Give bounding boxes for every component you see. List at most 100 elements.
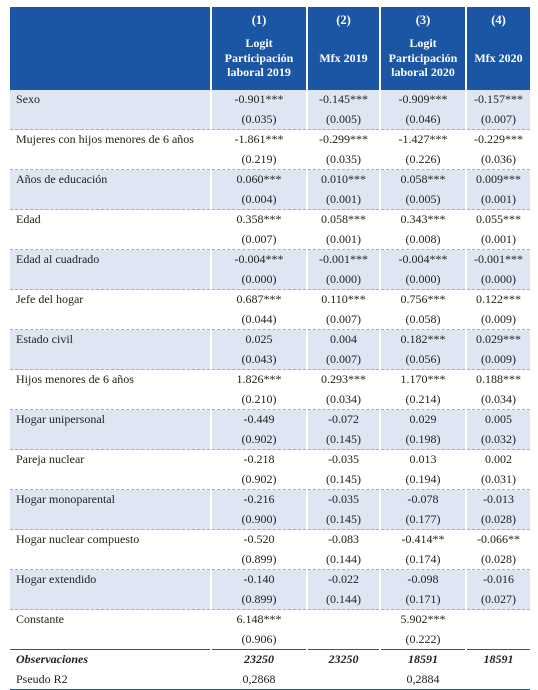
table-row-se: (0.004) (0.001) (0.005) (0.001)	[10, 189, 530, 210]
table-row-se: (0.219) (0.035) (0.226) (0.036)	[10, 149, 530, 170]
header-col-2-line-1: Mfx 2019	[319, 51, 368, 65]
variable-label: Pareja nuclear	[10, 449, 211, 470]
std-error-cell: (0.043)	[210, 349, 307, 370]
variable-label: Edad	[10, 209, 211, 230]
coefficient-cell: 0.004	[306, 329, 380, 350]
variable-label-blank	[10, 310, 211, 330]
header-col-2-label: Mfx 2019	[308, 51, 379, 66]
std-error-cell: (0.005)	[379, 189, 466, 210]
pseudo-r2-label: Pseudo R2	[16, 671, 68, 686]
std-error-cell: (0.035)	[210, 109, 307, 130]
variable-label: Mujeres con hijos menores de 6 años	[10, 129, 211, 150]
std-error-cell: (0.899)	[210, 589, 307, 610]
coefficient-cell: 0.055***	[465, 209, 530, 230]
coefficient-cell: 0.029	[379, 409, 466, 430]
std-error-cell: (0.035)	[306, 149, 380, 170]
coefficient-cell: 0.122***	[465, 289, 530, 310]
variable-label-blank	[10, 230, 211, 250]
coefficient-cell: 0.010***	[306, 169, 380, 190]
coefficient-cell: 0.025	[210, 329, 307, 350]
table-row-coef: Hogar unipersonal -0.449 -0.072 0.029 0.005	[10, 409, 530, 430]
std-error-cell	[465, 629, 530, 650]
coefficient-cell: -0.035	[306, 489, 380, 510]
coefficient-cell	[465, 609, 530, 630]
table-row-se: (0.899) (0.144) (0.171) (0.027)	[10, 589, 530, 610]
table-row-coef: Pareja nuclear -0.218 -0.035 0.013 0.002	[10, 449, 530, 470]
std-error-cell: (0.009)	[465, 349, 530, 370]
std-error-cell: (0.145)	[306, 469, 380, 490]
table-row-se: (0.035) (0.005) (0.046) (0.007)	[10, 109, 530, 130]
variable-label-blank	[10, 269, 211, 290]
variable-label-blank	[10, 150, 211, 170]
variable-label: Constante	[10, 609, 211, 630]
std-error-cell: (0.001)	[465, 229, 530, 250]
coefficient-cell: 0.058***	[379, 169, 466, 190]
coefficient-cell: 0.343***	[379, 209, 466, 230]
coefficient-cell: -0.909***	[379, 90, 466, 110]
std-error-cell: (0.900)	[210, 509, 307, 530]
variable-label: Hogar unipersonal	[10, 409, 211, 430]
header-col-2-number: (2)	[336, 13, 351, 27]
table-row-se: (0.044) (0.007) (0.058) (0.009)	[10, 309, 530, 330]
coefficient-cell: -0.140	[210, 569, 307, 590]
std-error-cell: (0.000)	[306, 269, 380, 290]
regression-results-table: (1) Logit Participación laboral 2019 (2)…	[10, 7, 530, 689]
header-col-4-line-1: Mfx 2020	[474, 51, 523, 65]
std-error-cell: (0.009)	[465, 309, 530, 330]
pseudo-r2-cell: 0,2868	[210, 669, 307, 689]
header-col-1-label: Logit Participación laboral 2019	[212, 36, 306, 80]
header-col-3-line-1: Logit	[409, 36, 437, 50]
table-row-coef: Hogar monoparental -0.216 -0.035 -0.078 -0.0…	[10, 489, 530, 510]
header-col-2: (2) Mfx 2019	[306, 7, 380, 90]
std-error-cell: (0.177)	[379, 509, 466, 530]
coefficient-cell: -0.520	[210, 529, 307, 550]
table-row-coef: Hijos menores de 6 años 1.826*** 0.293*** 1…	[10, 369, 530, 390]
std-error-cell: (0.007)	[306, 309, 380, 330]
table-row-se: (0.900) (0.145) (0.177) (0.028)	[10, 509, 530, 530]
variable-label-blank	[10, 509, 211, 530]
header-col-3: (3) Logit Participación laboral 2020	[379, 7, 466, 90]
pseudo-r2-cell: 0,2884	[379, 669, 466, 689]
coefficient-cell	[306, 609, 380, 630]
std-error-cell	[306, 629, 380, 650]
coefficient-cell: 0.002	[465, 449, 530, 470]
variable-label: Hogar nuclear compuesto	[10, 529, 211, 550]
observations-cell: 18591	[465, 649, 530, 670]
coefficient-cell: 0.358***	[210, 209, 307, 230]
std-error-cell: (0.214)	[379, 389, 466, 410]
std-error-cell: (0.031)	[465, 469, 530, 490]
header-col-4-number: (4)	[491, 13, 506, 27]
variable-label-blank	[10, 630, 211, 650]
table-row-se: (0.043) (0.007) (0.056) (0.009)	[10, 349, 530, 370]
table-row-coef: Sexo -0.901*** -0.145*** -0.909*** -0.157***	[10, 90, 530, 110]
table-row-se: (0.007) (0.001) (0.008) (0.001)	[10, 229, 530, 250]
std-error-cell: (0.171)	[379, 589, 466, 610]
table-row-coef: Constante 6.148*** 5.902***	[10, 609, 530, 630]
header-col-3-line-2: Participación	[388, 50, 458, 65]
std-error-cell: (0.000)	[379, 269, 466, 290]
observations-row: Observaciones 23250 23250 18591 18591	[10, 649, 530, 670]
std-error-cell: (0.902)	[210, 469, 307, 490]
coefficient-cell: 0.756***	[379, 289, 466, 310]
coefficient-cell: -0.078	[379, 489, 466, 510]
variable-label-blank	[10, 589, 211, 610]
std-error-cell: (0.004)	[210, 189, 307, 210]
std-error-cell: (0.001)	[465, 189, 530, 210]
header-col-1-line-3: laboral 2019	[227, 65, 291, 79]
table-row-coef: Edad 0.358*** 0.058*** 0.343*** 0.055***	[10, 209, 530, 230]
std-error-cell: (0.899)	[210, 549, 307, 570]
std-error-cell: (0.001)	[306, 189, 380, 210]
table-row-coef: Mujeres con hijos menores de 6 años -1.86…	[10, 129, 530, 150]
std-error-cell: (0.226)	[379, 149, 466, 170]
variable-label: Estado civil	[10, 329, 211, 350]
std-error-cell: (0.198)	[379, 429, 466, 450]
coefficient-cell: 0.013	[379, 449, 466, 470]
coefficient-cell: 1.170***	[379, 369, 466, 390]
coefficient-cell: -0.066**	[465, 529, 530, 550]
table-row-se: (0.902) (0.145) (0.198) (0.032)	[10, 429, 530, 450]
variable-label-blank	[10, 189, 211, 210]
header-blank-cell	[10, 7, 211, 90]
table-body: Sexo -0.901*** -0.145*** -0.909*** -0.157***…	[10, 90, 530, 689]
coefficient-cell: 5.902***	[379, 609, 466, 630]
std-error-cell: (0.027)	[465, 589, 530, 610]
